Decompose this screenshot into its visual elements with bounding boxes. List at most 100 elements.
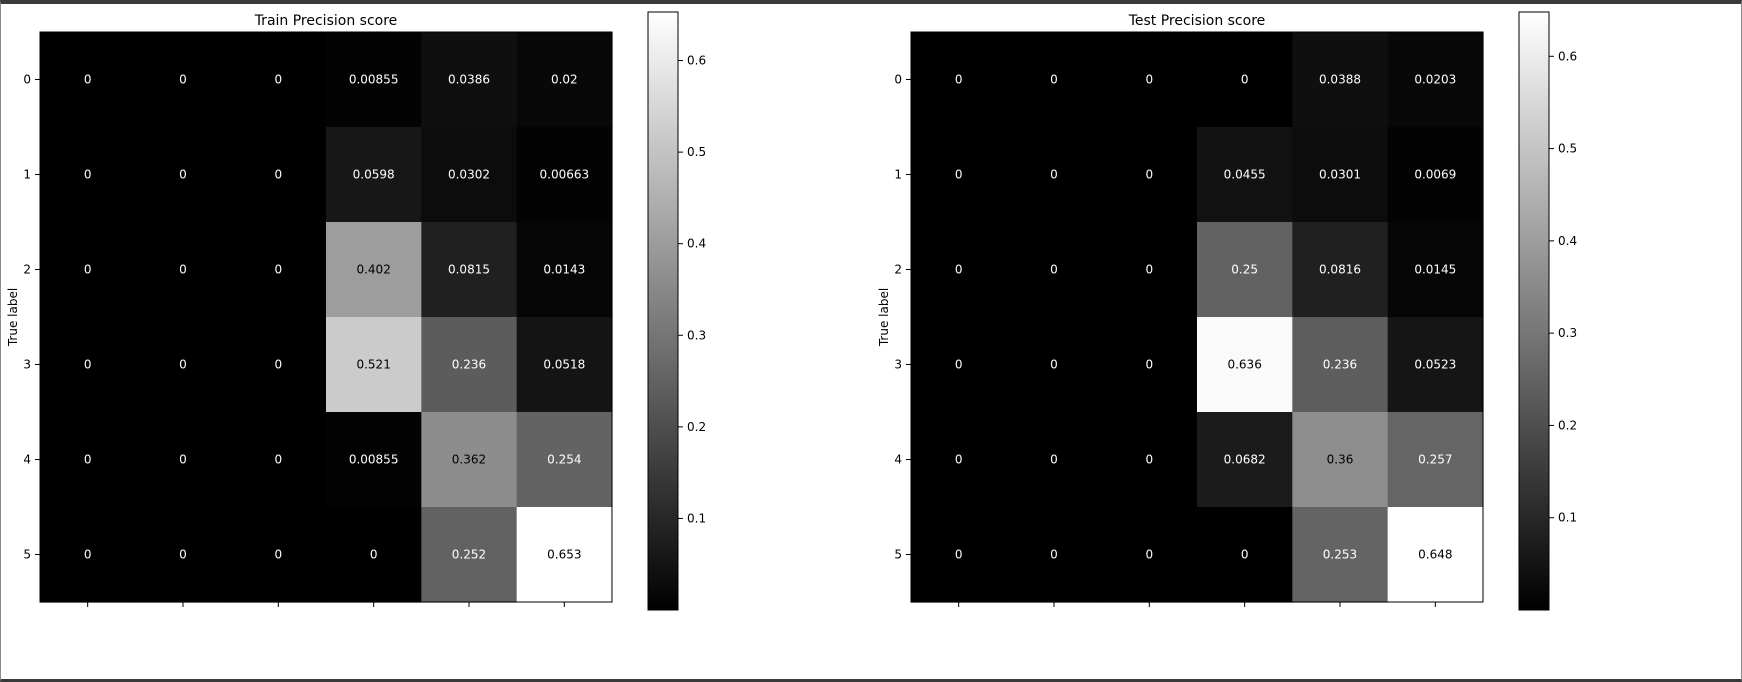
heatmap-cell [1292,222,1389,318]
heatmap-cell [911,317,1007,413]
y-tick-label: 0 [894,73,902,87]
heatmap-cell [1006,317,1103,413]
heatmap-cell [1006,507,1103,603]
heatmap-cell [1101,222,1198,318]
heatmap-cell [230,127,327,223]
cell-value-label: 0 [1050,168,1058,182]
colorbar-tick-label: 0.3 [687,328,706,342]
heatmap-cell [1101,317,1198,413]
cell-value-label: 0.0302 [448,168,490,182]
cell-value-label: 0 [84,73,92,87]
colorbar-tick-label: 0.2 [687,420,706,434]
colorbar-tick-label: 0.6 [1558,49,1577,63]
heatmap-cell [230,222,327,318]
cell-value-label: 0 [179,73,187,87]
heatmap-cell [1101,412,1198,508]
cell-value-label: 0.636 [1227,358,1261,372]
heatmap-cell [40,127,136,223]
cell-value-label: 0.236 [1323,358,1357,372]
cell-value-label: 0.0455 [1224,168,1266,182]
cell-value-label: 0 [1241,73,1249,87]
cell-value-label: 0 [275,548,283,562]
y-tick-label: 0 [23,73,31,87]
heatmap-cell [1006,127,1103,223]
heatmap-cell [325,507,422,603]
heatmap-cell [1387,127,1484,223]
heatmap-cell [230,317,327,413]
cell-value-label: 0 [84,358,92,372]
heatmap-cell [40,32,136,128]
cell-value-label: 0.254 [547,453,581,467]
cell-value-label: 0.0301 [1319,168,1361,182]
y-tick-label: 1 [23,168,31,182]
cell-value-label: 0.25 [1231,263,1258,277]
cell-value-label: 0 [179,548,187,562]
cell-value-label: 0.402 [356,263,390,277]
y-tick-label: 2 [894,263,902,277]
heatmap-cell [1387,222,1484,318]
cell-value-label: 0.02 [551,73,578,87]
heatmap-cell [135,412,232,508]
cell-value-label: 0.0682 [1224,453,1266,467]
colorbar-tick-label: 0.2 [1558,418,1577,432]
heatmap-cell [516,127,613,223]
heatmap-cell [1387,507,1484,603]
heatmap-cell [516,32,613,128]
y-axis-label: True label [877,288,891,347]
heatmap-cell [1006,412,1103,508]
heatmap-cell [1196,412,1293,508]
test-precision-chart: Test Precision score 0 0 0 0 0.0388 0.0203 0 0 0 0… [877,11,1577,611]
y-axis-label: True label [6,288,20,347]
cell-value-label: 0 [1050,358,1058,372]
cell-value-label: 0 [370,548,378,562]
heatmap-cell [1101,507,1198,603]
heatmap-cell [325,412,422,508]
heatmap-cell [1292,127,1389,223]
heatmap-cell [421,412,518,508]
heatmap-cell [1006,32,1103,128]
heatmap-cell [516,317,613,413]
cell-value-label: 0.0388 [1319,73,1361,87]
heatmap-cell [516,507,613,603]
heatmap-cell [1196,32,1293,128]
cell-value-label: 0 [1241,548,1249,562]
heatmap-cell [1387,32,1484,128]
heatmap-cell [1196,222,1293,318]
cell-value-label: 0 [1146,73,1154,87]
cell-value-label: 0 [955,548,963,562]
cell-value-label: 0 [955,168,963,182]
heatmap-cell [421,507,518,603]
heatmap-cell [135,317,232,413]
colorbar-tick-label: 0.5 [687,145,706,159]
cell-value-label: 0.0069 [1414,168,1456,182]
heatmap-cell [421,317,518,413]
heatmap-cell [1387,412,1484,508]
cell-value-label: 0.0598 [353,168,395,182]
heatmap-cell [230,412,327,508]
colorbar-tick-label: 0.4 [1558,234,1577,248]
heatmap-cell [135,507,232,603]
cell-value-label: 0.521 [356,358,390,372]
heatmap-cell [40,507,136,603]
heatmap-cell [325,127,422,223]
cell-value-label: 0 [84,453,92,467]
heatmap-cell [1101,127,1198,223]
cell-value-label: 0 [84,548,92,562]
cell-value-label: 0.0518 [543,358,585,372]
heatmap-cell [911,507,1007,603]
heatmap-cell [40,412,136,508]
cell-value-label: 0 [179,168,187,182]
colorbar-tick-label: 0.6 [687,54,706,68]
heatmap-cell [325,317,422,413]
colorbar-tick-label: 0.3 [1558,326,1577,340]
cell-value-label: 0.00663 [540,168,590,182]
heatmap-cell [911,412,1007,508]
heatmap-cell [1196,317,1293,413]
cell-value-label: 0 [275,263,283,277]
cell-value-label: 0 [179,358,187,372]
cell-value-label: 0.0523 [1414,358,1456,372]
colorbar-tick-label: 0.1 [1558,511,1577,525]
cell-value-label: 0.0816 [1319,263,1361,277]
cell-value-label: 0 [84,168,92,182]
y-tick-label: 2 [23,263,31,277]
